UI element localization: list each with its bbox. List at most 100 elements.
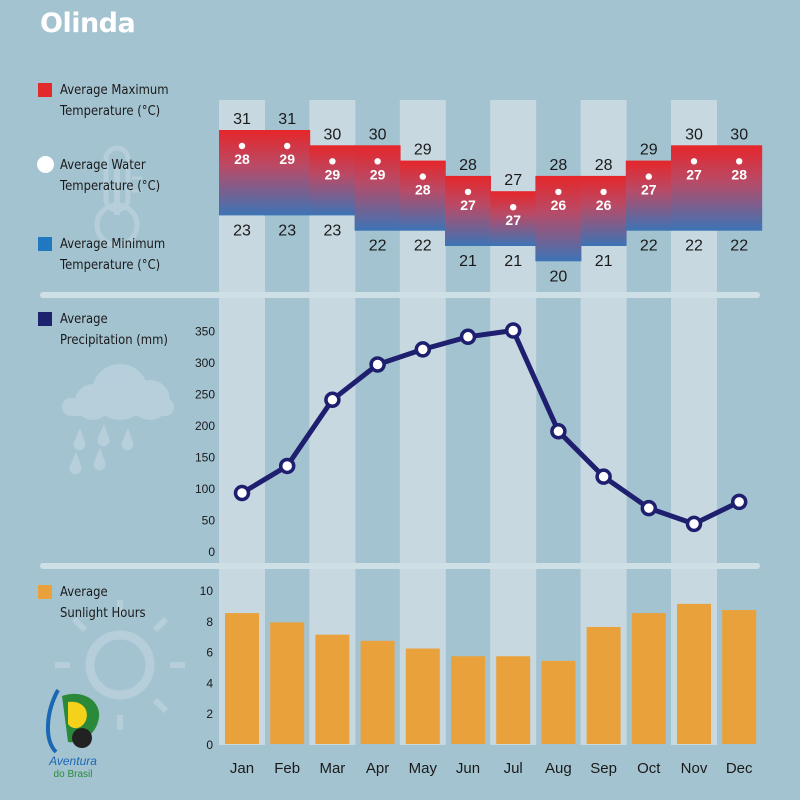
month-label-may: May — [409, 760, 438, 777]
max-temp-label: 28 — [595, 157, 613, 174]
sun-bar-oct — [631, 613, 666, 744]
precip-point-may — [414, 341, 432, 358]
sunlight-chart: 0 2 4 6 8 10 — [200, 584, 757, 752]
divider-bottom — [40, 563, 760, 569]
min-temp-label: 21 — [459, 253, 477, 270]
sun-bar-jun — [451, 656, 485, 744]
water-temp-label: 28 — [234, 151, 250, 167]
min-temp-label: 22 — [369, 238, 387, 255]
logo-map — [68, 701, 87, 729]
sun-bar-may — [405, 648, 440, 744]
water-temp-label: 27 — [460, 197, 476, 213]
water-temp-dot — [645, 173, 652, 180]
water-temp-dot — [284, 142, 291, 150]
legend-swatch-max — [38, 83, 52, 97]
water-temp-label: 27 — [686, 166, 702, 182]
water-temp-dot — [238, 142, 246, 150]
water-temp-label: 27 — [505, 212, 521, 228]
sun-tick-label: 6 — [206, 646, 213, 660]
precip-point-nov — [685, 515, 703, 533]
precip-point-dec — [730, 493, 748, 511]
water-temp-dot — [736, 158, 743, 165]
precip-point-jan — [233, 484, 251, 502]
precip-tick-label: 100 — [195, 482, 215, 496]
temp-range-bar — [580, 175, 627, 246]
max-temp-label: 31 — [278, 111, 296, 128]
precip-tick-label: 350 — [195, 325, 215, 339]
legend-label: Average Precipitation (mm) — [60, 311, 168, 348]
water-temp-label: 28 — [415, 182, 431, 198]
logo-line-2: do Brasil — [53, 769, 93, 780]
precip-tick-label: 50 — [202, 514, 216, 528]
sun-bar-feb — [270, 622, 305, 744]
water-temp-label: 26 — [596, 197, 612, 213]
temp-range-bar — [309, 145, 356, 216]
sun-tick-label: 0 — [206, 738, 213, 752]
water-temp-dot — [419, 173, 426, 180]
max-temp-label: 31 — [233, 111, 251, 128]
thermometer-icon — [94, 145, 142, 248]
precip-point-sep — [595, 468, 612, 485]
water-temp-dot — [690, 158, 698, 165]
max-temp-label: 28 — [550, 157, 568, 174]
month-label-jul: Jul — [504, 760, 523, 777]
water-temp-label: 29 — [279, 151, 295, 167]
min-temp-label: 21 — [595, 253, 613, 270]
aventura-logo — [45, 689, 100, 754]
min-temp-label: 22 — [640, 238, 658, 255]
legend-swatch-water — [37, 156, 54, 173]
min-temp-label: 22 — [685, 238, 703, 255]
precip-point-oct — [640, 499, 658, 517]
sun-tick-label: 2 — [206, 707, 213, 721]
sun-bar-sep — [586, 626, 621, 744]
water-temp-label: 29 — [325, 166, 341, 182]
sun-tick-label: 10 — [200, 584, 214, 598]
month-label-jun: Jun — [456, 760, 480, 777]
month-label-feb: Feb — [274, 760, 300, 777]
month-label-nov: Nov — [681, 760, 708, 777]
sun-bar-nov — [677, 603, 711, 744]
page-title: Olinda — [40, 8, 136, 39]
precip-point-jul — [504, 322, 522, 339]
min-temp-label: 23 — [278, 222, 296, 239]
water-temp-dot — [600, 188, 607, 196]
month-axis: Jan Feb Mar Apr May Jun Jul Aug Sep Oct Nov Dec — [230, 760, 753, 777]
divider-top — [40, 292, 760, 298]
precip-tick-label: 0 — [208, 545, 215, 559]
max-temp-label: 30 — [685, 126, 703, 143]
temperature-chart: 31 23 28 31 23 29 30 23 29 30 22 29 29 22 28 28 21 27 27 21… — [219, 111, 763, 285]
min-temp-label: 23 — [233, 222, 251, 239]
max-temp-label: 29 — [414, 142, 432, 159]
precip-tick-label: 200 — [195, 419, 215, 433]
precip-tick-label: 150 — [195, 451, 215, 465]
sun-bar-dec — [722, 610, 757, 744]
section-dividers — [40, 292, 760, 569]
legend-label: Average Maximum Temperature (°C) — [60, 82, 169, 119]
water-temp-label: 28 — [731, 166, 747, 182]
precipitation-chart: 0 50 100 150 200 250 300 350 — [195, 322, 748, 559]
legend-label: Average Minimum Temperature (°C) — [60, 236, 166, 273]
max-temp-label: 29 — [640, 142, 658, 159]
month-label-oct: Oct — [637, 760, 661, 777]
max-temp-label: 28 — [459, 157, 477, 174]
water-temp-label: 26 — [551, 197, 567, 213]
sun-bar-aug — [541, 660, 576, 744]
sun-bar-apr — [360, 640, 395, 744]
logo-swoosh — [45, 689, 60, 754]
water-temp-dot — [510, 204, 517, 211]
precip-point-aug — [550, 423, 567, 440]
max-temp-label: 30 — [730, 126, 748, 143]
water-temp-dot — [329, 158, 336, 165]
water-temp-dot — [555, 188, 562, 196]
max-temp-label: 30 — [324, 126, 342, 143]
precip-point-feb — [278, 457, 296, 475]
water-temp-dot — [374, 158, 381, 165]
precip-point-mar — [324, 391, 341, 409]
sun-tick-label: 8 — [206, 615, 213, 629]
month-label-jan: Jan — [230, 760, 254, 777]
logo-wordmark: Aventura do Brasil — [40, 755, 106, 781]
sun-bar-mar — [315, 634, 350, 744]
sun-tick-label: 4 — [206, 676, 213, 690]
